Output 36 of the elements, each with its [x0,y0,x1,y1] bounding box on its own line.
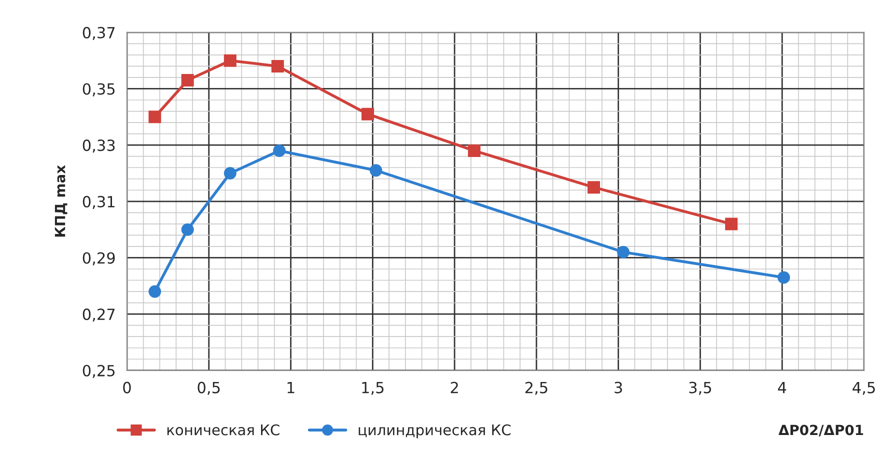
point [588,181,600,194]
y-tick-label: 0,35 [82,83,115,96]
point [224,166,236,180]
point [725,218,738,230]
y-tick-label: 0,31 [82,196,114,209]
point [468,144,480,157]
x-tick-label: 2,5 [525,382,548,395]
legend-label: коническая КС [167,424,280,436]
point [362,108,374,120]
point [778,271,790,284]
y-tick-label: 0,27 [82,308,115,322]
y-tick-label: 0,29 [82,252,115,266]
x-tick-label: 3 [614,382,622,394]
point [224,54,236,67]
x-axis-title: ΔP02/ΔP01 [778,424,864,436]
point [181,74,194,87]
x-tick-label: 3,5 [689,382,712,395]
point [370,164,382,177]
legend-label: цилиндрическая КС [358,424,511,438]
y-axis-title: КПД max [54,165,68,237]
point [181,223,194,236]
point [271,60,284,72]
x-tick-label: 0,5 [198,382,220,395]
y-tick-label: 0,25 [82,364,115,378]
x-tick-label: 4 [778,382,786,394]
y-tick-label: 0,37 [82,26,115,40]
x-tick-label: 4,5 [852,382,875,395]
x-tick-label: 1,5 [362,382,384,395]
point [273,144,286,157]
x-tick-label: 1 [288,382,294,394]
x-tick-label: 0 [123,382,131,394]
point [148,285,162,298]
point [148,110,162,124]
x-tick-label: 2 [450,382,458,394]
point [617,246,630,258]
y-tick-label: 0,33 [82,140,115,153]
